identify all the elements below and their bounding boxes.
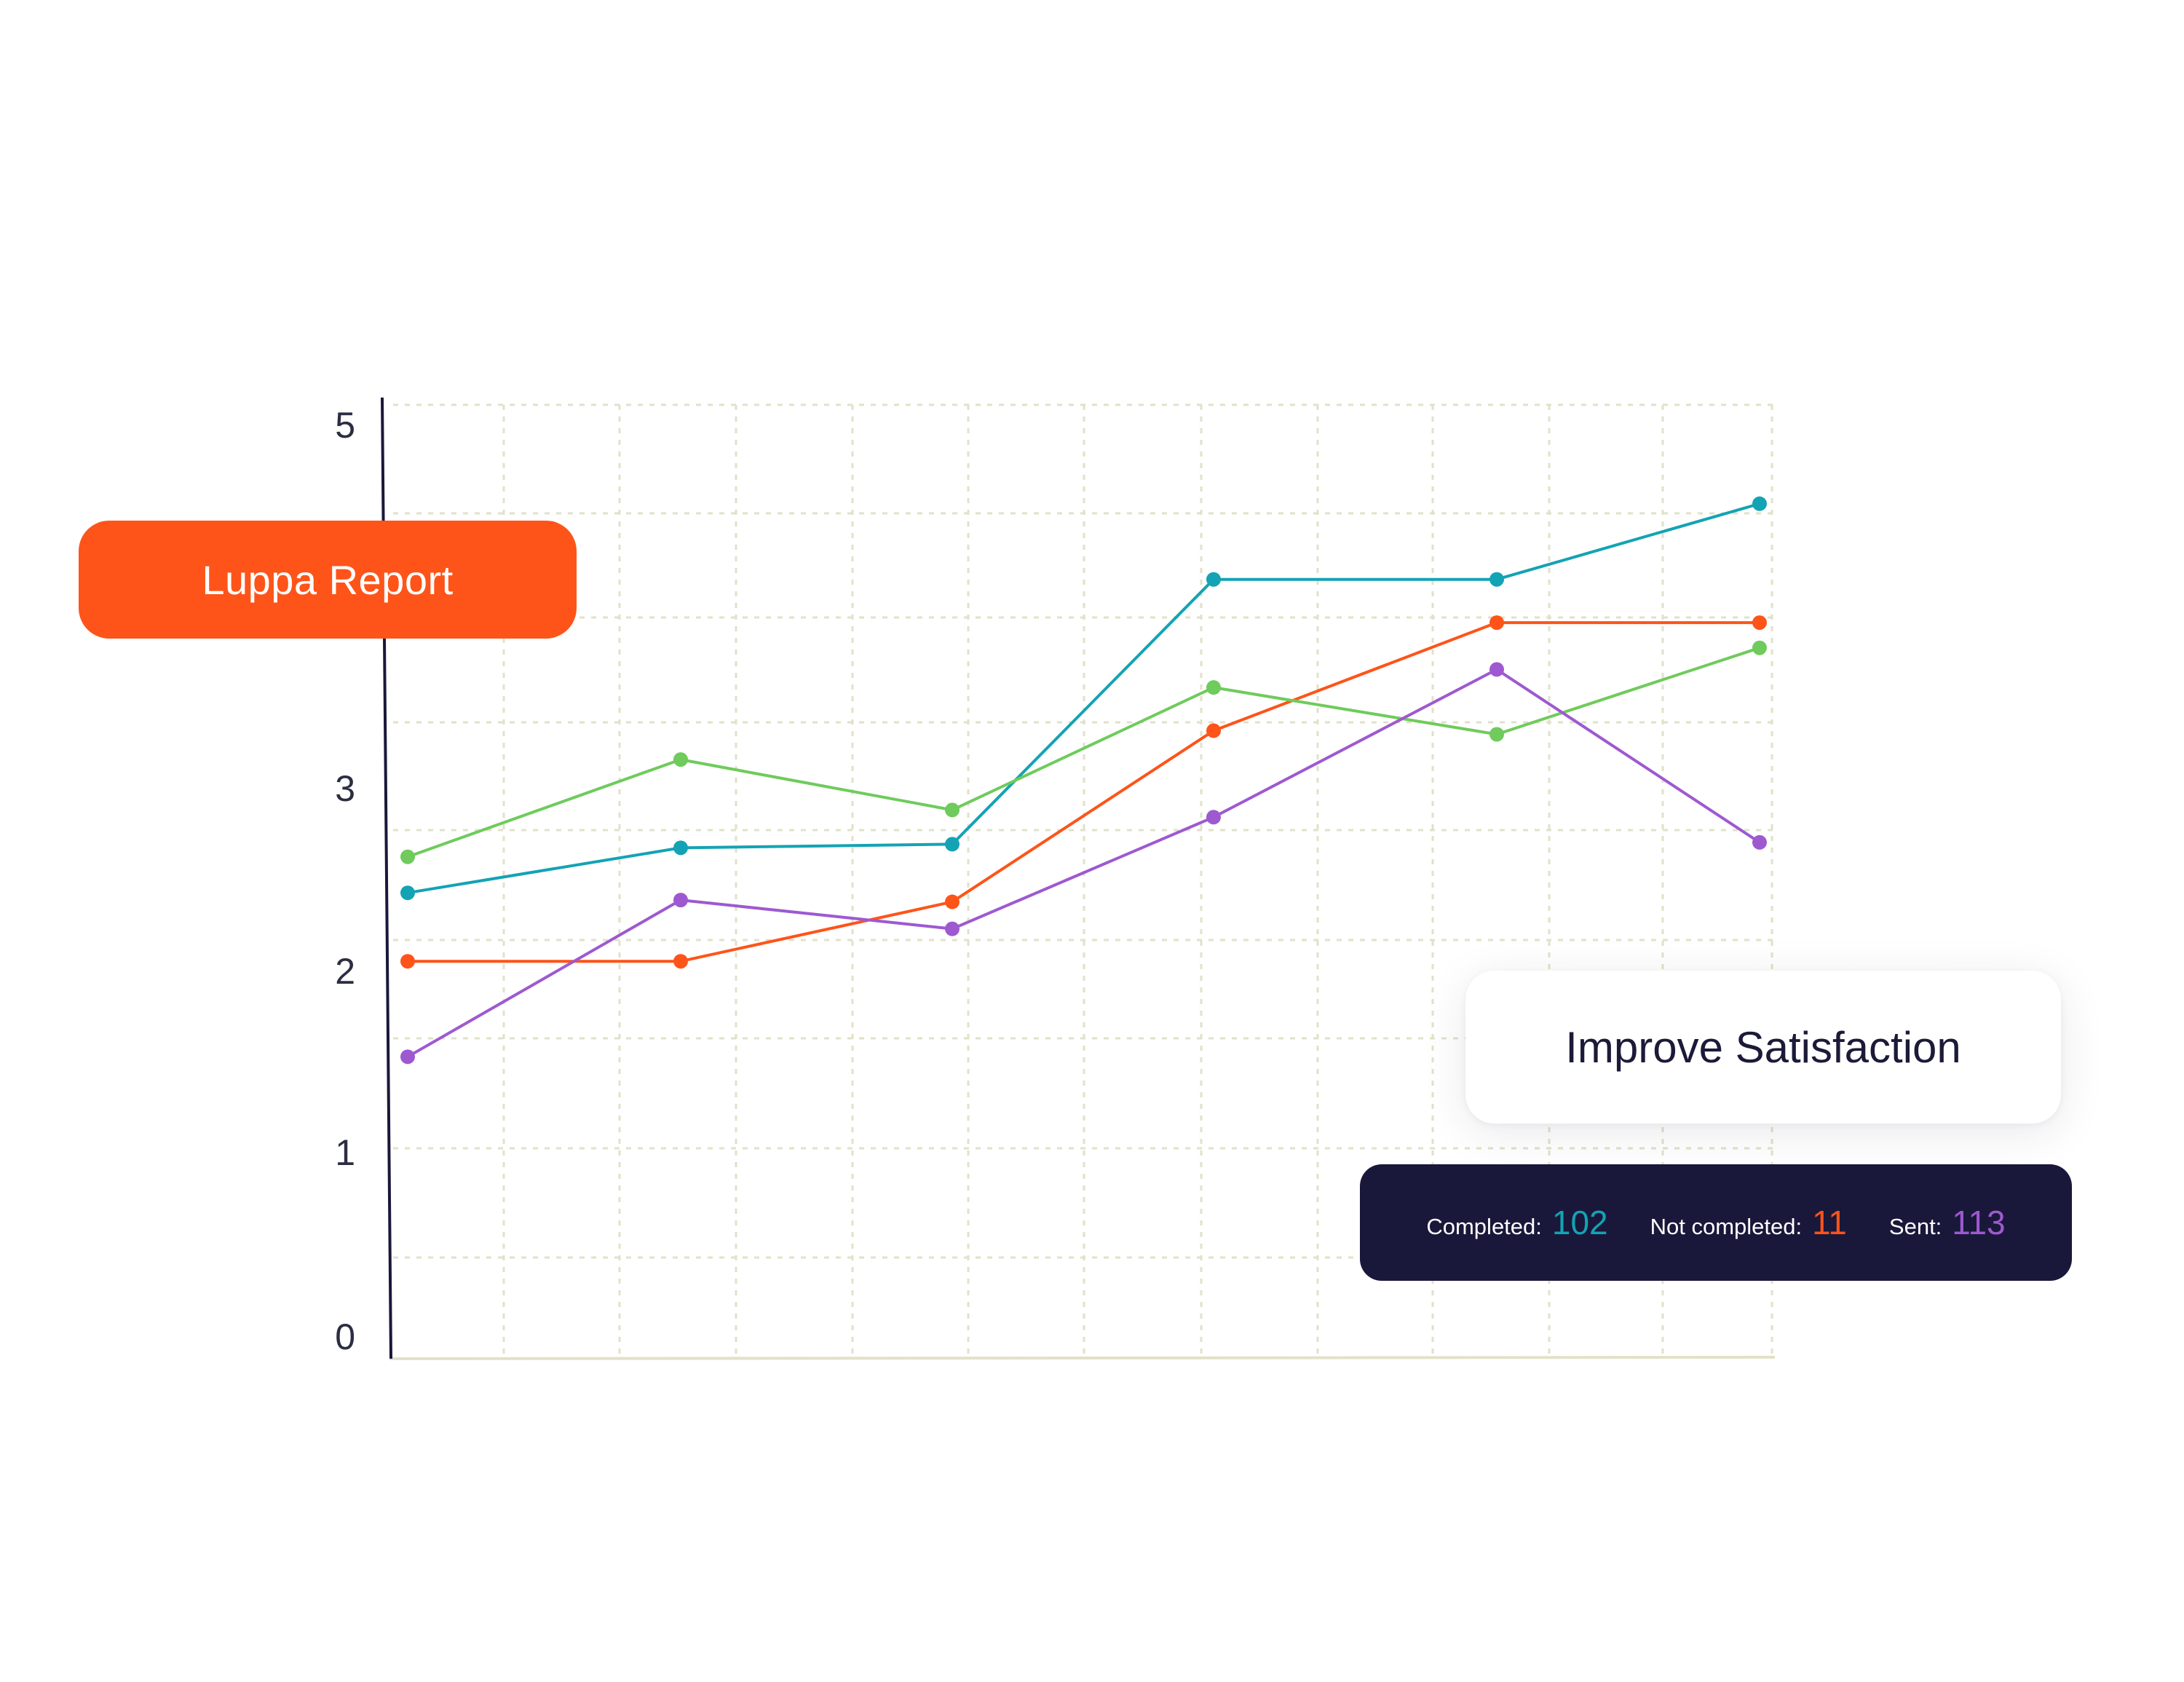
- completed-value: 102: [1551, 1204, 1608, 1241]
- data-point: [1752, 496, 1767, 511]
- series-1: [400, 615, 1767, 969]
- report-label: Luppa Report: [202, 556, 454, 603]
- data-point: [400, 849, 415, 864]
- satisfaction-card: Improve Satisfaction: [1465, 971, 2061, 1124]
- not-completed-value: 11: [1812, 1204, 1847, 1241]
- data-point: [400, 885, 415, 901]
- stat-not-completed: Not completed: 11: [1650, 1203, 1847, 1242]
- series-0: [400, 496, 1767, 901]
- card-title: Improve Satisfaction: [1565, 1022, 1961, 1072]
- series: [400, 496, 1767, 1065]
- not-completed-label: Not completed:: [1650, 1214, 1803, 1239]
- stat-sent: Sent: 113: [1889, 1203, 2006, 1242]
- data-point: [945, 921, 960, 936]
- data-point: [400, 1049, 415, 1065]
- y-tick-label: 2: [335, 951, 355, 992]
- data-point: [1206, 680, 1221, 695]
- series-3: [400, 662, 1767, 1065]
- series-line: [407, 646, 1760, 858]
- report-badge: Luppa Report: [79, 521, 577, 639]
- y-tick-label: 5: [335, 405, 355, 446]
- data-point: [1206, 572, 1221, 587]
- data-point: [673, 893, 688, 908]
- sent-value: 113: [1952, 1204, 2006, 1241]
- data-point: [1489, 615, 1504, 631]
- x-axis: [389, 1356, 1776, 1360]
- y-tick-label: 3: [335, 768, 355, 809]
- data-point: [1752, 640, 1767, 655]
- data-point: [1489, 727, 1504, 742]
- data-point: [1752, 834, 1767, 850]
- series-line: [408, 621, 1760, 963]
- data-point: [673, 954, 688, 969]
- data-point: [945, 802, 960, 818]
- data-point: [1752, 615, 1767, 631]
- series-line: [407, 668, 1761, 1059]
- data-point: [1206, 810, 1221, 825]
- completed-label: Completed:: [1426, 1214, 1542, 1239]
- data-point: [1489, 662, 1504, 677]
- stats-bar: Completed: 102 Not completed: 11 Sent: 1…: [1360, 1164, 2072, 1281]
- data-point: [400, 954, 415, 969]
- y-tick-labels: 0 1 2 3 5: [335, 405, 355, 1357]
- y-tick-label: 0: [335, 1316, 355, 1357]
- series-line: [407, 502, 1760, 895]
- data-point: [945, 837, 960, 852]
- series-2: [400, 640, 1767, 864]
- data-point: [1489, 572, 1504, 587]
- sent-label: Sent:: [1888, 1214, 1942, 1239]
- data-point: [945, 894, 960, 909]
- data-point: [1206, 723, 1221, 738]
- stat-completed: Completed: 102: [1426, 1203, 1607, 1242]
- data-point: [673, 840, 688, 856]
- y-tick-label: 1: [335, 1132, 355, 1173]
- data-point: [673, 752, 688, 767]
